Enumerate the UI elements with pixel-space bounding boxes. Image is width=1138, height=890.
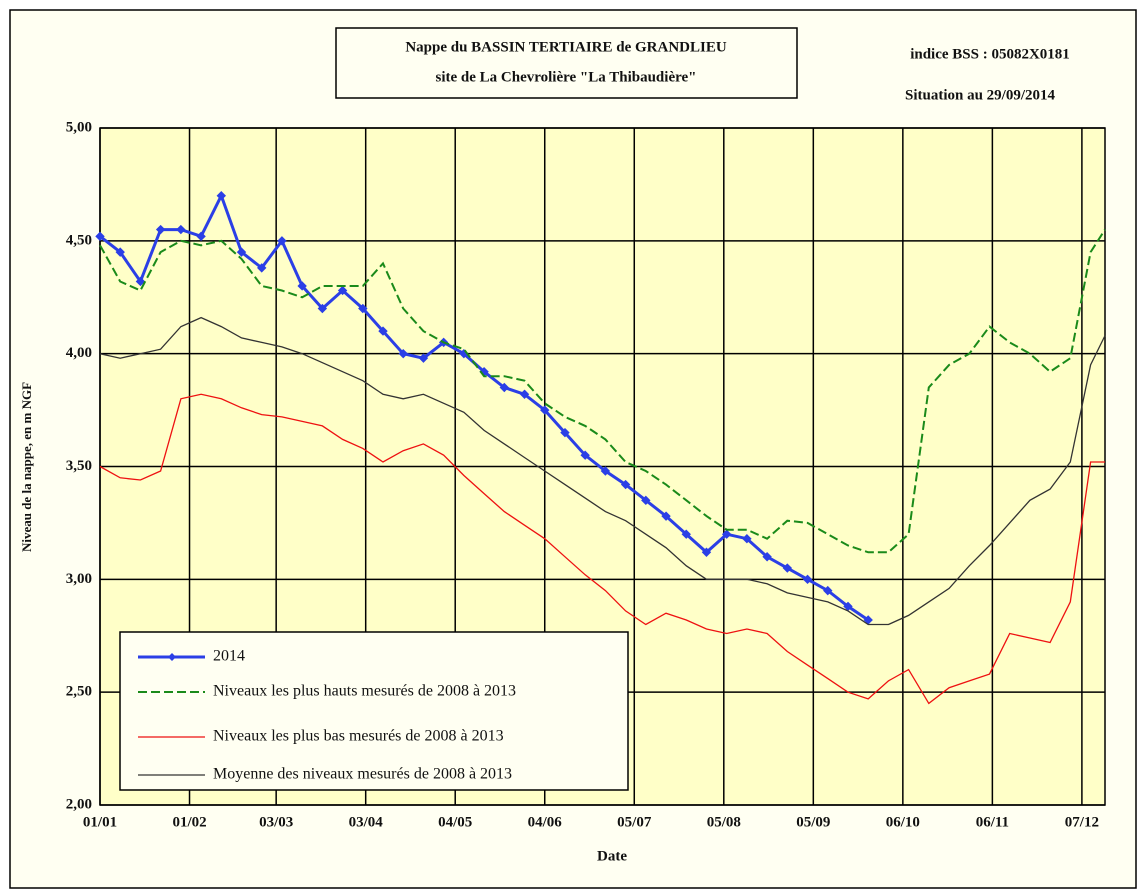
x-tick-label: 06/10 [886, 814, 920, 830]
data-point [155, 224, 166, 235]
chart-subtitle: site de La Chevrolière "La Thibaudière" [436, 69, 697, 85]
data-point [600, 466, 611, 476]
data-point [317, 303, 328, 314]
x-tick-label: 05/07 [617, 814, 652, 830]
data-point [701, 547, 712, 557]
data-point [358, 303, 368, 314]
series-line [99, 229, 1106, 554]
data-point [620, 479, 631, 490]
data-point [216, 190, 227, 201]
data-point [580, 450, 590, 460]
x-tick-label: 01/02 [172, 814, 206, 830]
data-point [196, 231, 206, 242]
data-point [681, 529, 691, 539]
chart-title: Nappe du BASSIN TERTIAIRE de GRANDLIEU [405, 39, 727, 55]
data-point [95, 231, 105, 242]
data-point [277, 236, 287, 246]
data-point [236, 247, 247, 257]
data-point [519, 389, 530, 399]
data-point [115, 247, 125, 257]
legend-label: Niveaux les plus bas mesurés de 2008 à 2… [213, 728, 504, 745]
data-point [297, 281, 307, 291]
legend-label: Niveaux les plus hauts mesurés de 2008 à… [213, 683, 516, 700]
legend-label: Moyenne des niveaux mesurés de 2008 à 20… [213, 766, 512, 783]
y-tick-label: 4,00 [66, 345, 92, 361]
y-tick-label: 2,00 [66, 796, 92, 812]
data-point [540, 405, 550, 415]
x-axis-label: Date [597, 848, 627, 864]
data-point [499, 382, 510, 393]
title-box [335, 27, 798, 99]
data-point [560, 427, 570, 438]
data-point [721, 529, 732, 539]
data-point [742, 534, 752, 544]
data-point [782, 563, 793, 573]
x-tick-label: 07/12 [1065, 814, 1099, 830]
y-tick-label: 4,50 [66, 232, 92, 248]
annotation: indice BSS : 05082X0181 [910, 46, 1070, 62]
x-tick-label: 05/09 [796, 814, 830, 830]
data-point [418, 353, 429, 363]
x-tick-label: 04/06 [528, 814, 563, 830]
y-tick-label: 5,00 [66, 119, 92, 135]
y-tick-label: 3,50 [66, 458, 92, 474]
annotation: Situation au 29/09/2014 [905, 87, 1056, 103]
x-tick-label: 01/01 [83, 814, 117, 830]
x-tick-label: 06/11 [976, 814, 1009, 830]
y-axis-label: Niveau de la nappe, en m NGF [19, 382, 34, 552]
legend-marker [168, 653, 176, 661]
data-point [823, 585, 833, 596]
data-point [641, 495, 651, 506]
data-point [661, 511, 671, 521]
x-tick-label: 03/03 [259, 814, 293, 830]
data-point [378, 326, 388, 336]
data-point [762, 552, 772, 562]
data-point [135, 276, 146, 287]
data-point [337, 285, 348, 296]
y-tick-label: 2,50 [66, 684, 92, 700]
data-point [176, 224, 186, 235]
series-line [99, 316, 1106, 626]
y-tick-label: 3,00 [66, 571, 92, 587]
series-line [99, 393, 1105, 705]
x-tick-label: 04/05 [438, 814, 472, 830]
data-point [398, 348, 408, 359]
data-point [257, 263, 267, 273]
legend-label: 2014 [213, 648, 245, 665]
data-point [802, 574, 813, 585]
x-tick-label: 03/04 [349, 814, 384, 830]
x-tick-label: 05/08 [707, 814, 741, 830]
